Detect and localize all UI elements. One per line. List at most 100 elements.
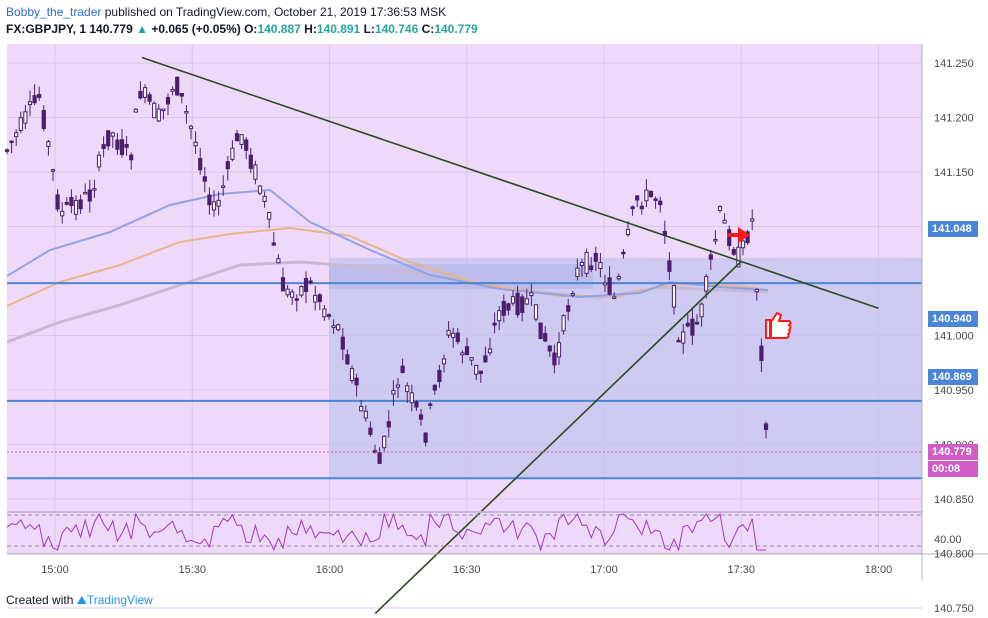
price-label-140869: 140.869: [928, 369, 978, 385]
candle-body: [239, 134, 244, 145]
candle-body: [717, 206, 723, 211]
horizontal-levels: [7, 282, 922, 480]
candle-body: [161, 108, 166, 112]
change-arrow-icon: ▲: [136, 22, 148, 36]
candle-body: [405, 385, 410, 393]
candle-body: [754, 288, 759, 293]
candle-body: [216, 199, 221, 207]
candle-body: [37, 94, 42, 98]
candle-body: [593, 252, 598, 262]
candle-body: [750, 218, 755, 222]
candle-body: [497, 310, 502, 322]
candle-body: [713, 238, 718, 242]
candle-body: [303, 278, 309, 293]
low-value: 140.746: [374, 22, 419, 36]
candle-body: [722, 219, 727, 224]
candle-body: [142, 87, 148, 98]
candle-body: [225, 161, 230, 170]
candle-body: [681, 331, 686, 344]
author-link[interactable]: Bobby_the_trader: [6, 5, 102, 19]
price-label-140940: 140.940: [928, 311, 978, 327]
candle-body: [740, 240, 746, 249]
candle-body: [492, 322, 497, 326]
candle-body: [556, 342, 562, 358]
tradingview-logo-icon[interactable]: ⛰: [76, 593, 87, 607]
candle-body: [198, 158, 203, 171]
candle-body: [543, 333, 548, 342]
candle-body: [322, 308, 327, 318]
candle-body: [64, 201, 69, 205]
candle-body: [156, 108, 161, 122]
candle-body: [671, 285, 677, 308]
candle-body: [78, 199, 83, 210]
candle-body: [644, 189, 649, 202]
candle-body: [501, 300, 506, 316]
close-label: C:: [421, 22, 435, 36]
change-value: +0.065 (+0.05%): [151, 22, 241, 36]
candle-body: [110, 132, 115, 137]
candle-body: [340, 336, 345, 350]
created-with-text: Created with: [6, 593, 74, 607]
candle-body: [616, 275, 621, 280]
candle-body: [432, 384, 437, 391]
candle-body: [60, 210, 65, 217]
open-value: 140.887: [257, 22, 301, 36]
thumbs-up-icon: [765, 311, 792, 339]
candle-body: [598, 262, 603, 270]
candle-body: [648, 190, 654, 197]
candle-body: [685, 322, 690, 327]
candle-body: [538, 322, 543, 340]
candle-body: [515, 292, 520, 316]
x-tick-label: 16:00: [316, 564, 344, 576]
high-value: 140.891: [316, 22, 361, 36]
price-label-141048: 141.048: [928, 221, 978, 237]
candle-body: [625, 228, 631, 236]
candle-body: [727, 229, 732, 246]
candle-body: [441, 358, 447, 365]
candle-body: [336, 324, 341, 331]
candle-body: [294, 298, 299, 301]
candle-body: [244, 139, 249, 151]
candle-body: [138, 90, 143, 99]
candle-body: [552, 352, 557, 366]
candle-body: [524, 298, 529, 305]
candle-body: [736, 246, 741, 268]
candle-body: [418, 414, 424, 420]
candle-body: [92, 188, 97, 191]
candle-body: [280, 277, 286, 292]
y-tick-label: 140.800: [934, 549, 974, 561]
y-tick-label: 141.250: [934, 58, 974, 70]
tradingview-brand[interactable]: TradingView: [86, 593, 153, 607]
close-value: 140.779: [434, 22, 478, 36]
red-arrow-icon: [727, 227, 750, 243]
candle-body: [690, 318, 695, 336]
candle-body: [368, 427, 373, 435]
candle-body: [409, 392, 414, 404]
candle-body: [133, 108, 138, 113]
x-tick-label: 15:30: [178, 564, 206, 576]
candle-body: [359, 405, 364, 412]
candle-body: [437, 369, 442, 382]
candle-body: [464, 346, 470, 355]
candle-body: [262, 195, 267, 203]
x-tick-label: 18:00: [865, 564, 893, 576]
candle-body: [124, 143, 129, 148]
publish-info: Bobby_the_trader published on TradingVie…: [6, 5, 446, 19]
candle-body: [165, 97, 171, 105]
candle-body: [658, 200, 663, 206]
candle-body: [386, 421, 391, 428]
candle-body: [428, 403, 433, 406]
candle-body: [708, 254, 713, 260]
candle-body: [96, 154, 102, 168]
candle-body: [575, 267, 580, 277]
candle-body: [602, 282, 608, 286]
candle-body: [9, 140, 14, 144]
candle-body: [377, 452, 382, 464]
candle-body: [653, 198, 658, 201]
candle-body: [193, 141, 198, 147]
candle-body: [382, 435, 387, 449]
candle-body: [248, 154, 253, 169]
candle-body: [630, 206, 635, 210]
candle-body: [520, 296, 525, 313]
candle-body: [354, 377, 359, 386]
